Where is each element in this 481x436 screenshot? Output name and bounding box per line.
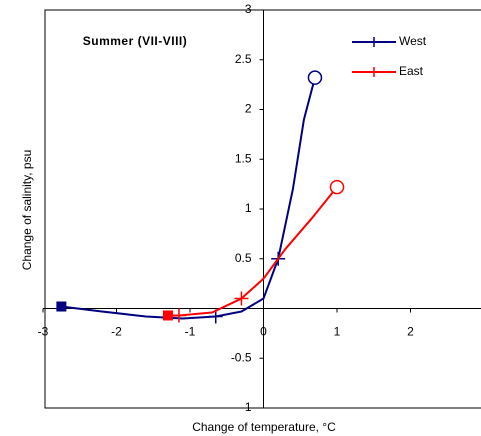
marker-square — [162, 310, 173, 321]
legend-label: West — [399, 34, 427, 48]
y-tick-label: -0.5 — [231, 350, 252, 364]
series-line — [167, 186, 338, 317]
marker-plus — [171, 308, 186, 323]
x-tick-label: 1 — [334, 325, 341, 339]
y-tick-label: 1.5 — [235, 151, 252, 165]
x-tick-label: 0 — [260, 325, 267, 339]
y-tick-label: 0.5 — [235, 251, 252, 265]
y-axis-label: Change of salinity, psu — [20, 150, 34, 271]
marker-circle — [307, 70, 323, 85]
x-tick-label: -3 — [38, 325, 49, 339]
y-tick-label: 1 — [245, 201, 252, 215]
x-axis-label: Change of temperature, °C — [192, 420, 336, 434]
y-tick-label: 2.5 — [235, 52, 252, 66]
marker-plus — [234, 291, 249, 306]
series-line — [61, 77, 316, 320]
plot-frame — [44, 9, 481, 409]
y-tick-label: -1 — [241, 400, 252, 414]
x-tick-label: 2 — [407, 325, 414, 339]
marker-square — [56, 301, 67, 312]
legend-label: East — [399, 64, 424, 78]
x-tick-label: -2 — [111, 325, 122, 339]
chart-title: Summer (VII-VIII) — [83, 34, 188, 48]
y-tick-label: 3 — [245, 2, 252, 16]
x-tick-label: -1 — [185, 325, 196, 339]
marker-circle — [329, 179, 345, 195]
y-tick-label: 2 — [245, 102, 252, 116]
